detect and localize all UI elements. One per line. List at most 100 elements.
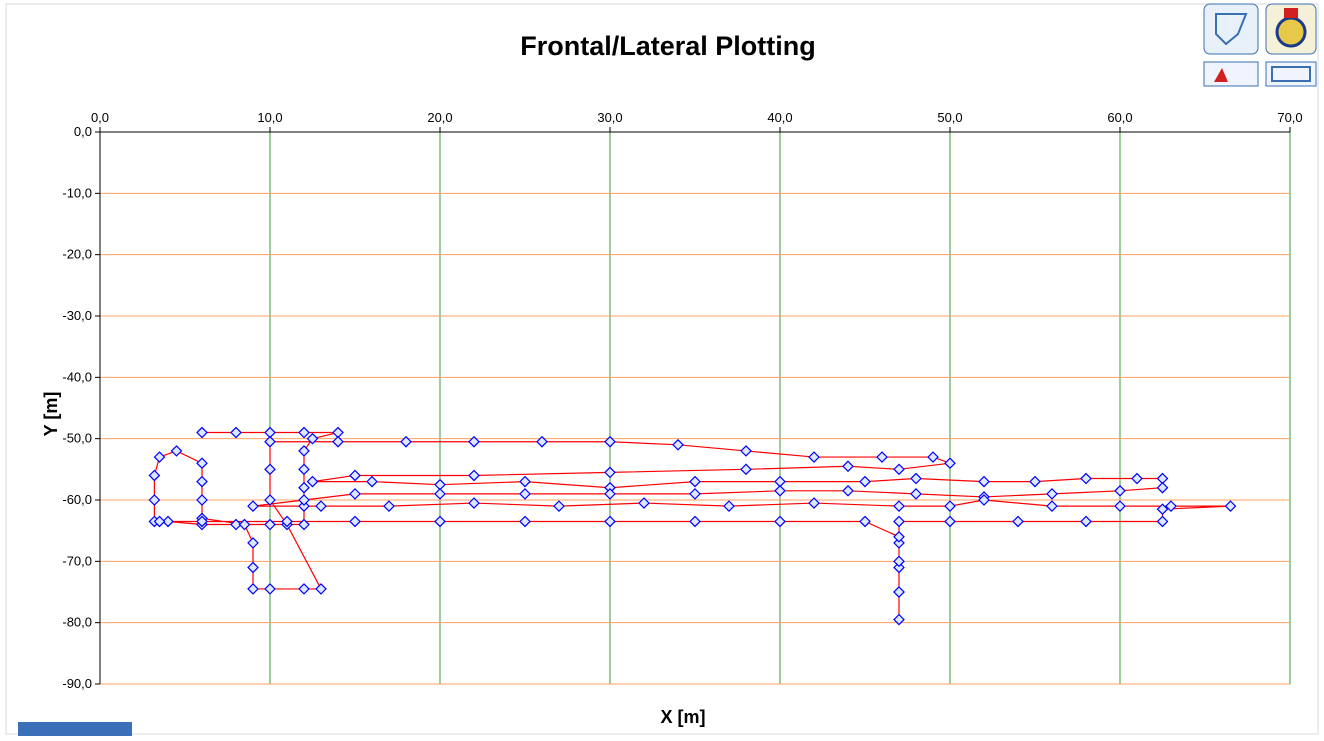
point-marker bbox=[842, 484, 854, 497]
point-marker bbox=[247, 561, 259, 574]
y-tick-label: -30,0 bbox=[62, 308, 92, 323]
point-marker bbox=[893, 586, 905, 598]
point-marker bbox=[153, 451, 166, 463]
point-marker bbox=[978, 475, 990, 488]
plot-area: 0,0 10,0 20,0 30,0 40,0 50,0 60,0 70,0 0,0 -10,0 -… bbox=[62, 110, 1302, 691]
x-tick-label: 40,0 bbox=[767, 110, 792, 125]
point-marker bbox=[689, 475, 701, 488]
point-marker bbox=[306, 432, 319, 445]
point-marker bbox=[434, 488, 446, 500]
point-marker bbox=[148, 469, 161, 482]
x-tick-label: 20,0 bbox=[427, 110, 452, 125]
x-axis-label: X [m] bbox=[661, 707, 706, 727]
point-marker bbox=[689, 515, 701, 528]
point-marker bbox=[230, 426, 242, 439]
chart-title: Frontal/Lateral Plotting bbox=[520, 31, 816, 61]
logo-shape bbox=[1271, 66, 1311, 82]
point-marker bbox=[434, 515, 446, 528]
point-marker bbox=[774, 515, 786, 528]
point-marker bbox=[689, 488, 701, 500]
y-tick-label: -20,0 bbox=[62, 247, 92, 262]
point-marker bbox=[774, 484, 786, 497]
point-marker bbox=[893, 530, 905, 543]
point-marker bbox=[519, 488, 531, 500]
logo bbox=[1203, 3, 1259, 55]
point-marker bbox=[230, 518, 242, 531]
point-marker bbox=[1114, 484, 1126, 497]
point-marker bbox=[893, 555, 905, 568]
point-marker bbox=[468, 497, 480, 509]
point-marker bbox=[740, 463, 752, 476]
point-marker bbox=[468, 469, 480, 482]
point-marker bbox=[196, 457, 208, 470]
logo bbox=[18, 722, 132, 736]
point-marker bbox=[1080, 472, 1092, 485]
logo-shape bbox=[1214, 68, 1228, 82]
point-marker bbox=[196, 494, 208, 506]
point-marker bbox=[893, 537, 905, 549]
point-marker bbox=[196, 426, 208, 439]
x-tick-label: 30,0 bbox=[597, 110, 622, 125]
point-marker bbox=[1114, 500, 1126, 512]
logo-shape bbox=[1275, 16, 1307, 48]
y-tick-label: -70,0 bbox=[62, 553, 92, 568]
y-tick-label: -40,0 bbox=[62, 369, 92, 384]
point-marker bbox=[349, 488, 361, 500]
point-marker bbox=[315, 583, 327, 595]
point-marker bbox=[315, 500, 327, 512]
plot-background bbox=[99, 131, 1291, 685]
point-marker bbox=[247, 583, 259, 595]
point-marker bbox=[332, 435, 344, 448]
x-tick-label: 70,0 bbox=[1277, 110, 1302, 125]
point-marker bbox=[162, 515, 174, 528]
point-marker bbox=[910, 488, 922, 500]
point-marker bbox=[536, 435, 548, 448]
point-marker bbox=[978, 494, 990, 506]
y-tick-label: -50,0 bbox=[62, 431, 92, 446]
point-marker bbox=[298, 445, 310, 457]
point-marker bbox=[859, 475, 871, 488]
x-tick-label: 0,0 bbox=[91, 110, 109, 125]
point-marker bbox=[910, 472, 922, 485]
point-marker bbox=[264, 463, 276, 476]
point-marker bbox=[298, 518, 310, 531]
point-marker bbox=[944, 457, 956, 470]
point-marker bbox=[366, 475, 378, 488]
point-marker bbox=[264, 435, 276, 448]
point-marker bbox=[519, 515, 531, 528]
point-marker bbox=[1046, 500, 1058, 512]
point-marker bbox=[383, 500, 395, 512]
point-marker bbox=[298, 481, 310, 494]
point-marker bbox=[842, 460, 854, 473]
point-marker bbox=[672, 438, 684, 451]
point-marker bbox=[148, 494, 161, 506]
point-marker bbox=[1046, 488, 1058, 500]
y-tick-label: 0,0 bbox=[74, 124, 92, 139]
y-tick-label: -90,0 bbox=[62, 676, 92, 691]
point-marker bbox=[604, 515, 616, 528]
y-tick-label: -10,0 bbox=[62, 185, 92, 200]
point-marker bbox=[468, 435, 480, 448]
point-marker bbox=[196, 475, 208, 488]
point-marker bbox=[400, 435, 412, 448]
point-marker bbox=[1029, 475, 1041, 488]
point-marker bbox=[170, 445, 183, 457]
point-marker bbox=[519, 475, 531, 488]
point-marker bbox=[264, 494, 276, 506]
point-marker bbox=[298, 500, 310, 512]
point-marker bbox=[298, 494, 310, 506]
point-marker bbox=[238, 518, 251, 531]
point-marker bbox=[893, 613, 905, 626]
point-marker bbox=[876, 451, 888, 463]
logo bbox=[1265, 61, 1317, 87]
point-marker bbox=[604, 488, 616, 500]
point-marker bbox=[298, 426, 310, 439]
point-marker bbox=[893, 463, 905, 476]
point-marker bbox=[553, 500, 565, 512]
x-tick-label: 10,0 bbox=[257, 110, 282, 125]
point-marker bbox=[196, 515, 208, 528]
point-marker bbox=[1156, 503, 1169, 516]
point-marker bbox=[247, 500, 259, 512]
point-marker bbox=[893, 561, 905, 574]
